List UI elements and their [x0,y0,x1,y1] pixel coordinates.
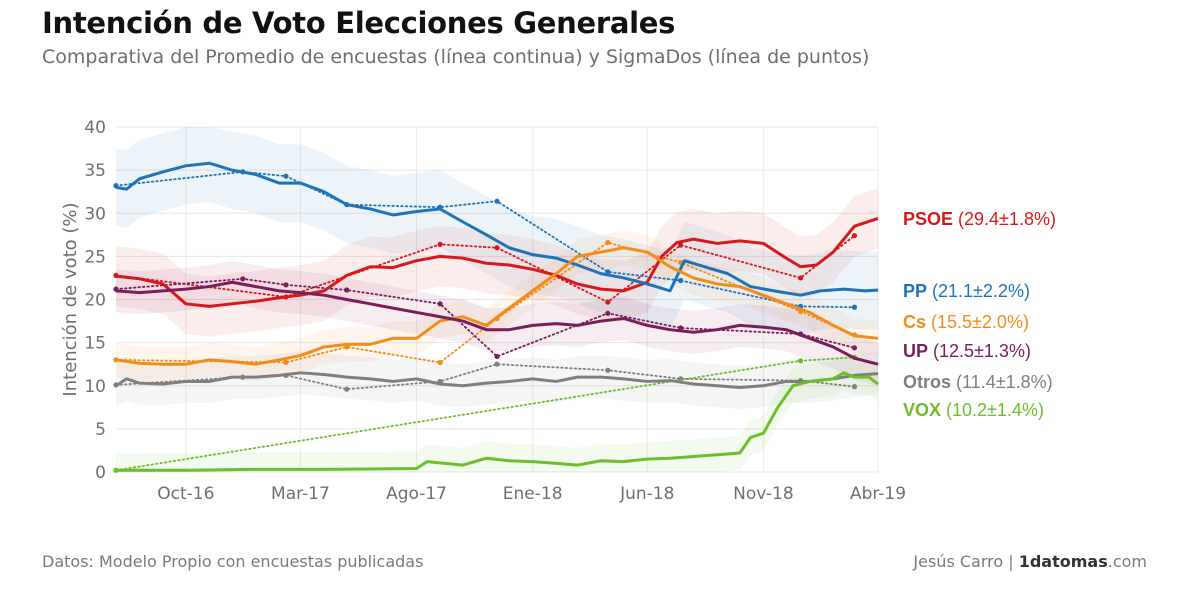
average-line-psoe [115,217,879,308]
legend-name: PP [903,281,927,301]
credits: Jesús Carro | 1datomas.com [913,552,1147,571]
legend-value: (15.5±2.0%) [926,312,1029,332]
x-tick-label: Abr-19 [850,484,906,504]
y-tick-label: 20 [84,291,106,311]
x-tick-label: Jun-18 [619,484,674,504]
legend-name: VOX [903,400,941,420]
sigmados-line-psoe [115,234,856,304]
legend-value: (29.4±1.8%) [953,209,1056,229]
x-tick-label: Nov-18 [733,484,794,504]
average-line-cs [115,246,879,366]
sigmados-point-psoe [494,245,500,251]
sigmados-point-psoe [437,241,443,247]
y-tick-label: 30 [84,204,106,224]
sigmados-point-pp [283,173,289,179]
sigmados-point-cs [283,359,289,366]
legend-item-vox: VOX (10.2±1.4%) [903,400,1044,420]
chart-subtitle: Comparativa del Promedio de encuestas (l… [42,46,870,68]
brand-rest: .com [1107,552,1147,571]
sigmados-line-pp [115,170,856,309]
author: Jesús Carro | [913,552,1019,571]
sigmados-line-up [115,277,856,358]
y-tick-label: 25 [84,247,106,267]
grid [116,126,879,473]
sigmados-point-otros [605,367,611,373]
y-tick-label: 35 [84,161,106,181]
sigmados-point-up [494,353,500,360]
sigmados-point-psoe [851,233,858,239]
legend-item-up: UP (12.5±1.3%) [903,341,1031,361]
legend-value: (10.2±1.4%) [941,400,1044,420]
legend-item-psoe: PSOE (29.4±1.8%) [903,209,1056,229]
source-note: Datos: Modelo Propio con encuestas publi… [42,552,424,571]
sigmados-point-otros [494,361,500,367]
brand-bold: 1datomas [1018,552,1108,571]
legend-value: (11.4±1.8%) [951,372,1053,392]
average-line-up [115,280,879,366]
y-axis-label: Intención de voto (%) [60,202,81,396]
band-psoe [116,188,878,337]
legend-name: PSOE [903,209,953,229]
y-tick-label: 0 [95,463,106,483]
y-tick-label: 15 [84,334,106,354]
sigmados-point-otros [344,386,350,392]
average-line-pp [115,161,879,297]
average-line-vox [116,371,879,472]
sigmados-line-cs [115,241,856,364]
band-otros [116,351,878,410]
sigmados-point-up [283,282,289,288]
sigmados-point-otros [851,384,858,390]
legend-name: Otros [903,372,951,392]
average-lines [115,161,879,472]
sigmados-point-up [437,301,443,307]
chart-title: Intención de Voto Elecciones Generales [42,6,676,40]
sigmados-point-pp [851,304,858,310]
sigmados-point-up [344,287,350,293]
y-tick-label: 40 [84,118,106,138]
sigmados-point-up [851,345,858,351]
average-line-otros [115,371,879,389]
sigmados-point-psoe [797,275,804,281]
x-tick-label: Ene-18 [503,484,563,504]
legend-name: Cs [903,312,926,332]
legend: PSOE (29.4±1.8%)PP (21.1±2.2%)Cs (15.5±2… [903,209,1056,420]
x-tick-label: Mar-17 [271,484,330,504]
x-tick-label: Oct-16 [157,484,214,504]
legend-item-pp: PP (21.1±2.2%) [903,281,1030,301]
sigmados-point-vox [797,358,804,364]
sigmados-point-psoe [678,242,684,248]
sigmados-point-psoe [605,299,611,305]
sigmados-point-pp [678,277,684,284]
sigmados-point-up [605,310,611,316]
sigmados-point-cs [605,239,611,246]
y-tick-label: 5 [95,420,106,440]
legend-name: UP [903,341,928,361]
legend-item-cs: Cs (15.5±2.0%) [903,312,1029,332]
band-vox [116,355,878,472]
sigmados-point-pp [494,198,500,204]
sigmados-point-cs [437,359,443,366]
y-tick-label: 10 [84,377,106,397]
sigmados-lines [113,169,858,473]
legend-value: (12.5±1.3%) [928,341,1031,361]
band-cs [116,230,878,382]
x-tick-label: Ago-17 [386,484,447,504]
axis-ticks: 0 5 10 15 20 25 30 35 40 Oct-16 Mar-17 Ago-17 Ene-18… [84,118,906,504]
legend-item-otros: Otros (11.4±1.8%) [903,372,1053,392]
legend-value: (21.1±2.2%) [927,281,1030,301]
sigmados-point-up [240,276,246,282]
